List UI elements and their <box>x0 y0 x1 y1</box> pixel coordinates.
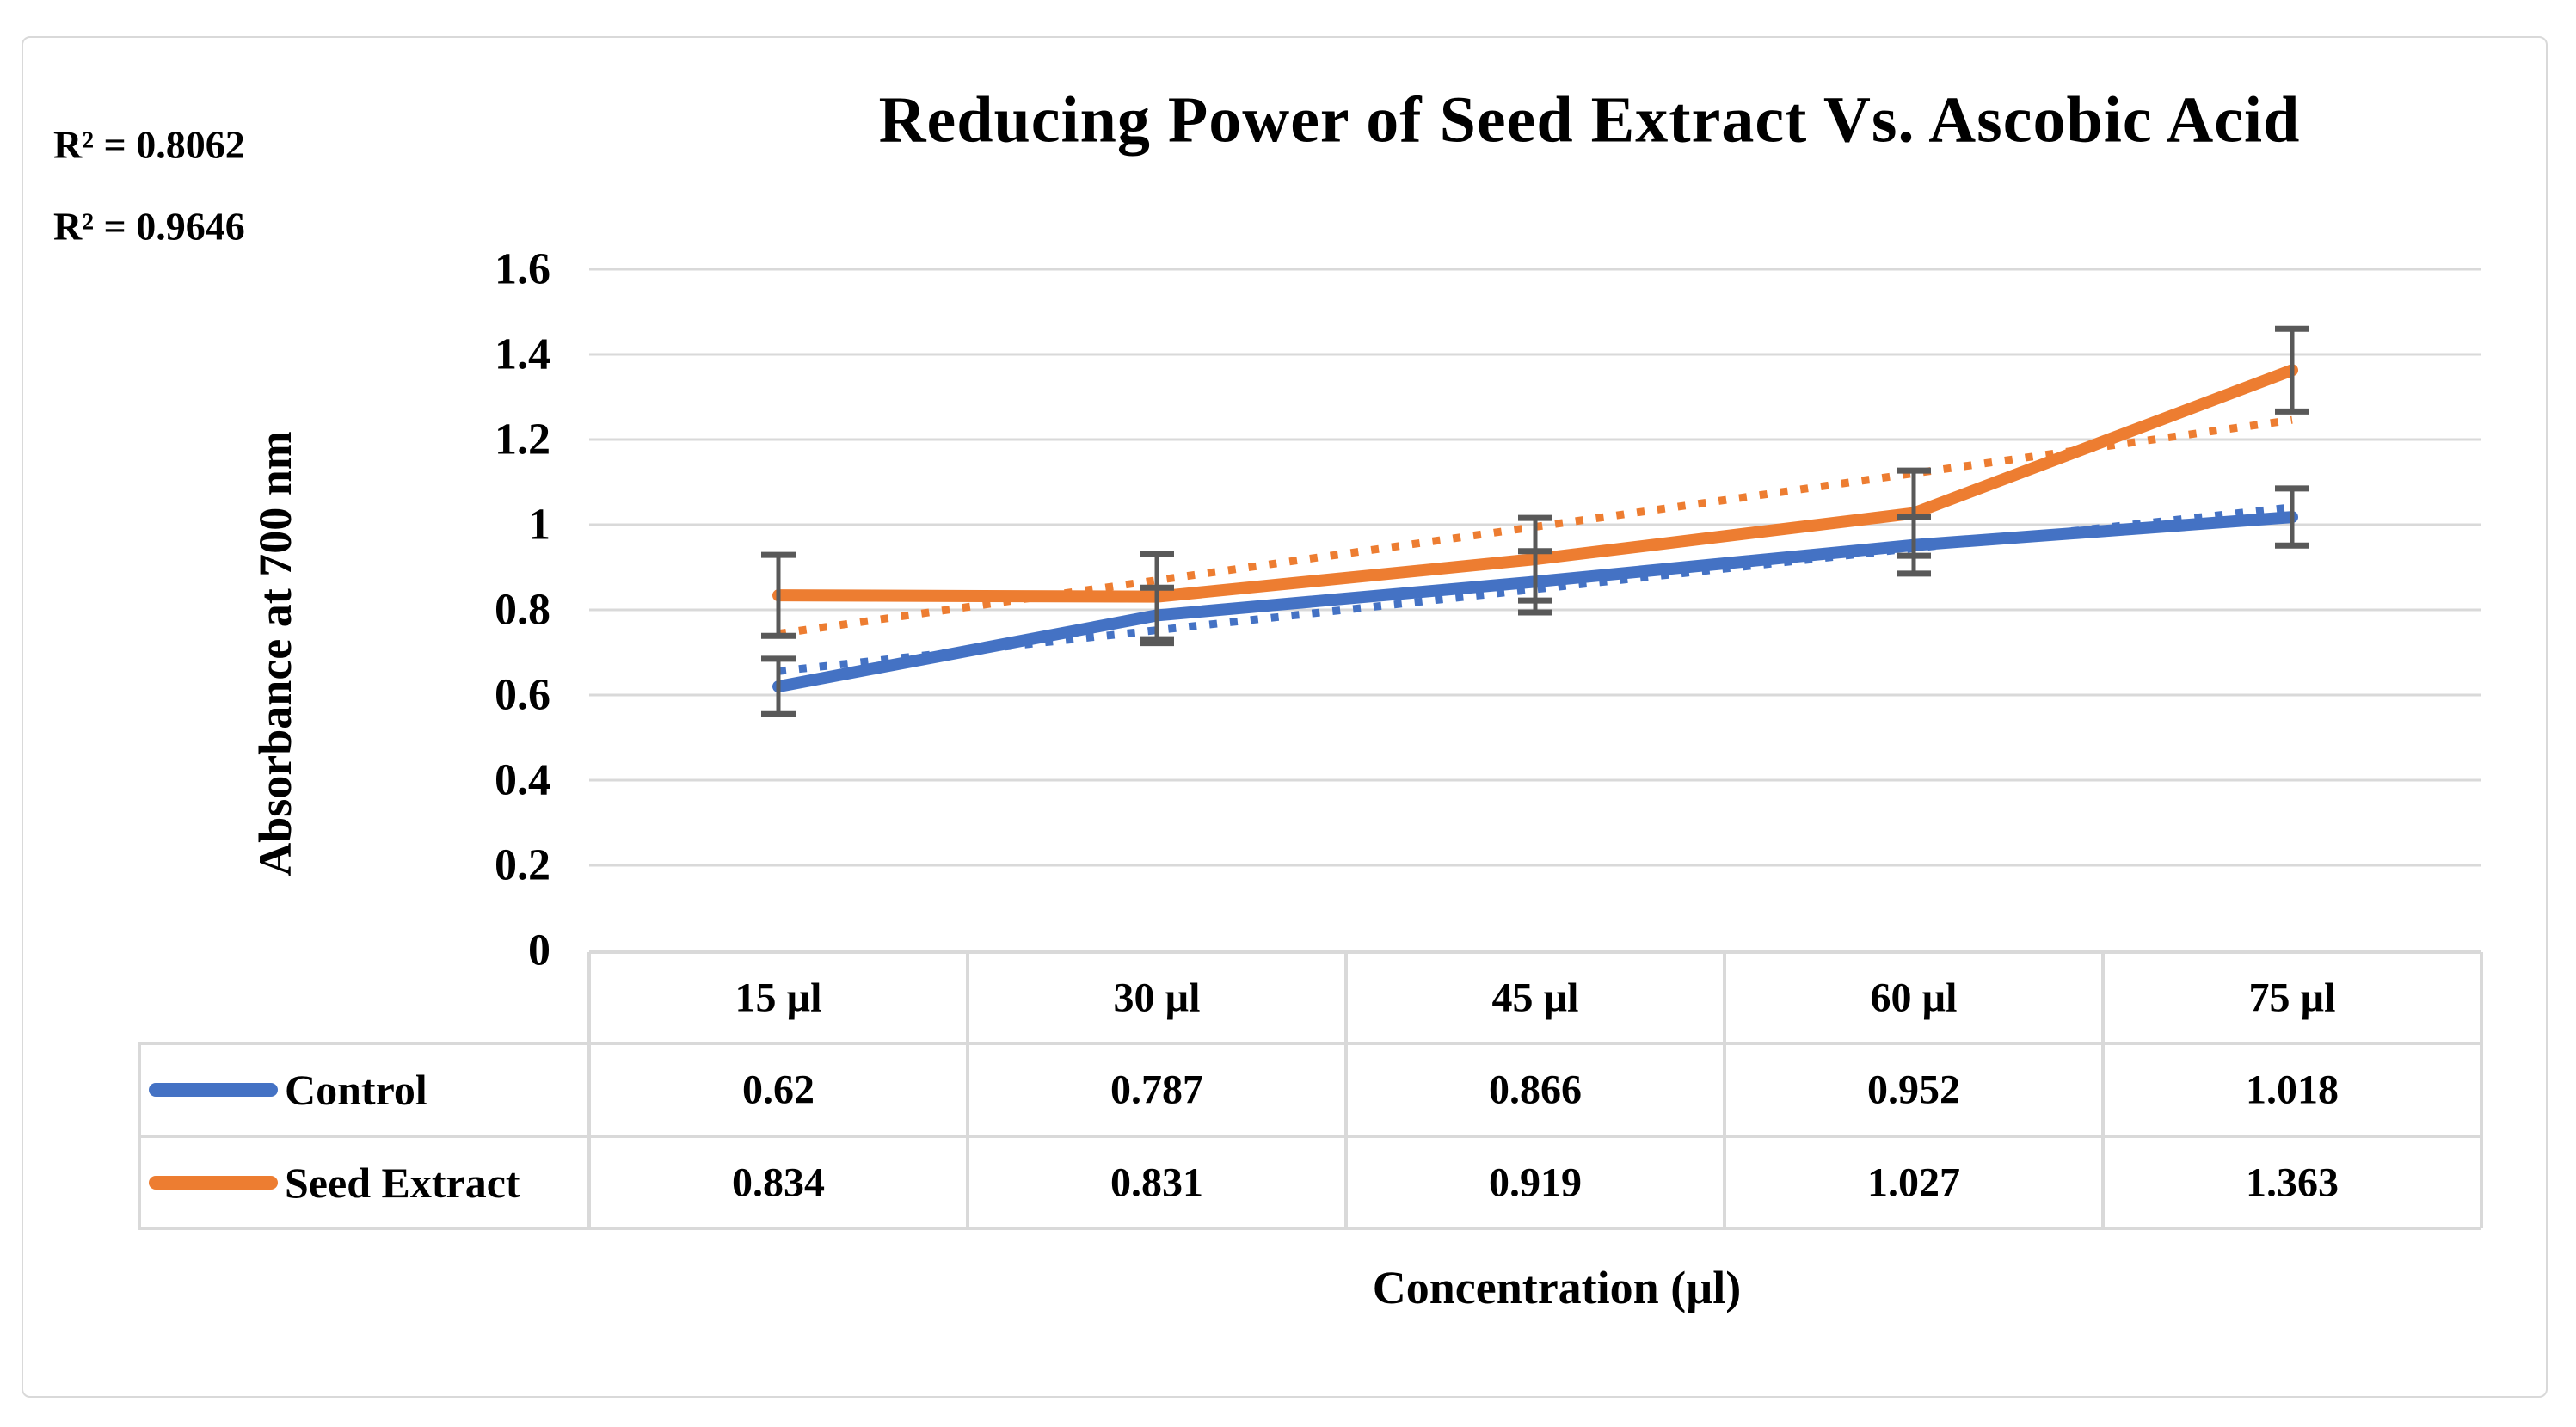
r-squared-annotation-2: R² = 0.9646 <box>53 204 245 249</box>
legend-swatch-seed-extract <box>149 1175 278 1190</box>
table-border <box>138 1227 2481 1230</box>
table-border <box>589 950 2481 954</box>
y-tick-label: 1 <box>528 500 550 550</box>
table-border <box>2480 952 2483 1228</box>
y-tick-label: 1.4 <box>495 329 550 379</box>
y-tick-label: 0.2 <box>495 840 550 890</box>
legend-label: Seed Extract <box>285 1158 520 1207</box>
table-header-cell: 45 µl <box>1491 975 1579 1021</box>
y-tick-label: 0.8 <box>495 585 550 635</box>
table-value-cell: 0.62 <box>742 1067 815 1113</box>
table-value-cell: 1.018 <box>2246 1067 2339 1113</box>
legend-swatch-control <box>149 1083 278 1097</box>
table-header-cell: 30 µl <box>1113 975 1201 1021</box>
legend-item-seed-extract: Seed Extract <box>149 1158 520 1208</box>
table-border <box>966 952 969 1228</box>
table-value-cell: 1.027 <box>1867 1159 1960 1205</box>
table-header-cell: 75 µl <box>2248 975 2336 1021</box>
table-value-cell: 0.834 <box>732 1159 825 1205</box>
y-tick-label: 0.6 <box>495 670 550 720</box>
y-tick-label: 0.4 <box>495 755 550 805</box>
r-squared-annotation-1: R² = 0.8062 <box>53 122 245 167</box>
table-value-cell: 0.831 <box>1110 1159 1203 1205</box>
y-tick-label: 0 <box>528 926 550 975</box>
table-border <box>138 1135 2481 1138</box>
x-axis-title: Concentration (µl) <box>1372 1262 1742 1313</box>
table-value-cell: 0.787 <box>1110 1067 1203 1113</box>
table-border <box>138 1043 141 1228</box>
y-tick-label: 1.6 <box>495 244 550 294</box>
table-border <box>1723 952 1726 1228</box>
legend-item-control: Control <box>149 1065 427 1115</box>
legend-label: Control <box>285 1066 427 1114</box>
table-header-cell: 60 µl <box>1870 975 1958 1021</box>
table-value-cell: 1.363 <box>2246 1159 2339 1205</box>
chart-frame <box>22 36 2548 1398</box>
table-border <box>2101 952 2105 1228</box>
table-header-cell: 15 µl <box>735 975 822 1021</box>
table-border <box>1344 952 1348 1228</box>
table-value-cell: 0.952 <box>1867 1067 1960 1113</box>
table-border <box>138 1042 2481 1045</box>
chart-title: Reducing Power of Seed Extract Vs. Ascob… <box>878 83 2301 157</box>
table-value-cell: 0.866 <box>1489 1067 1582 1113</box>
table-border <box>587 952 591 1228</box>
y-tick-label: 1.2 <box>495 415 550 464</box>
table-value-cell: 0.919 <box>1489 1159 1582 1205</box>
